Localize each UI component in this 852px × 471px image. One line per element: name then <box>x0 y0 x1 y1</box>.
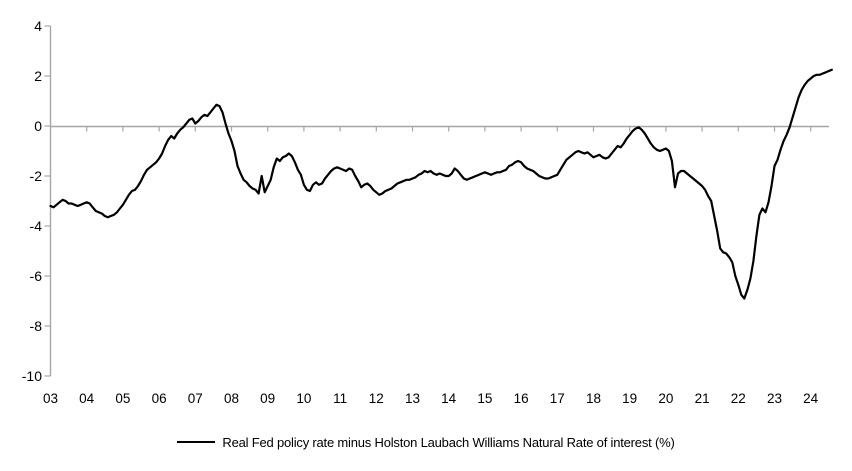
y-tick-label: -4 <box>30 218 43 234</box>
y-tick-label: -2 <box>30 168 43 184</box>
x-tick-label: 10 <box>296 391 311 406</box>
x-tick-label: 23 <box>767 391 782 406</box>
x-tick-label: 04 <box>79 391 95 406</box>
x-tick-label: 14 <box>441 391 457 406</box>
y-tick-label: 2 <box>34 68 42 84</box>
y-tick-label: 4 <box>34 18 42 34</box>
legend-line-marker <box>177 441 216 443</box>
x-tick-label: 05 <box>115 391 130 406</box>
x-tick-label: 12 <box>369 391 384 406</box>
y-tick-label: 0 <box>34 118 42 134</box>
x-tick-label: 20 <box>658 391 673 406</box>
x-tick-label: 13 <box>405 391 420 406</box>
y-tick-label: -8 <box>30 318 43 334</box>
x-tick-label: 18 <box>586 391 601 406</box>
x-tick-label: 16 <box>514 391 529 406</box>
series-line <box>49 68 833 300</box>
y-tick-label: -10 <box>22 368 42 384</box>
chart-legend: Real Fed policy rate minus Holston Lauba… <box>0 431 852 453</box>
x-tick-label: 21 <box>695 391 710 406</box>
x-tick-label: 24 <box>803 391 819 406</box>
x-tick-label: 03 <box>43 391 58 406</box>
legend-label: Real Fed policy rate minus Holston Lauba… <box>222 434 675 450</box>
x-tick-label: 15 <box>477 391 492 406</box>
x-tick-label: 06 <box>152 391 167 406</box>
x-tick-label: 11 <box>333 391 347 406</box>
x-tick-label: 22 <box>731 391 746 406</box>
y-tick-label: -6 <box>30 268 43 284</box>
x-tick-label: 09 <box>260 391 275 406</box>
x-tick-label: 19 <box>622 391 637 406</box>
x-tick-label: 17 <box>550 391 565 406</box>
x-tick-label: 08 <box>224 391 239 406</box>
x-tick-label: 07 <box>188 391 203 406</box>
